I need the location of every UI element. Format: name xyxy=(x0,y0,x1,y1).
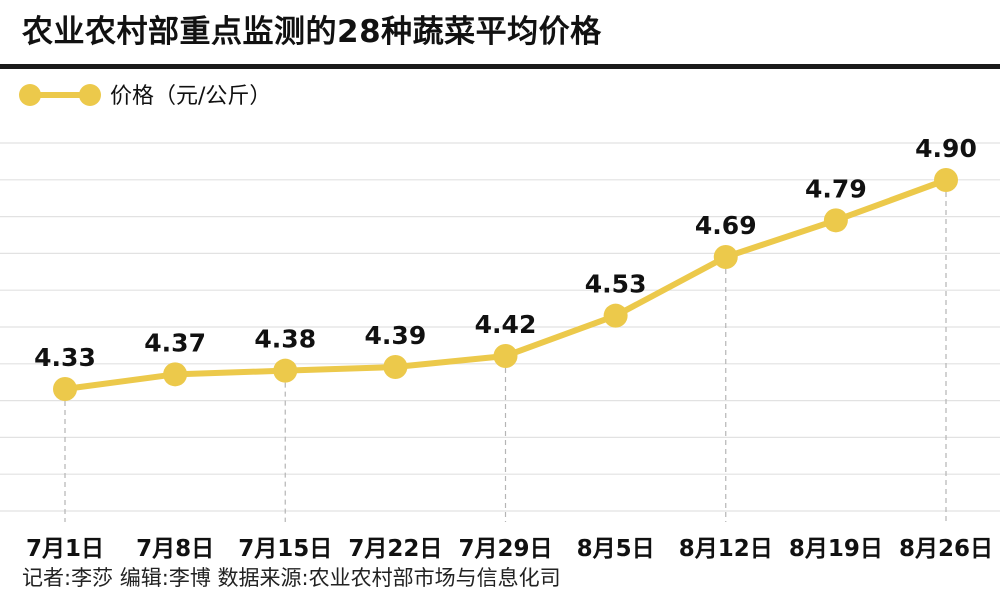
x-tick-label: 8月12日 xyxy=(679,536,773,562)
x-tick-label: 7月29日 xyxy=(458,536,552,562)
data-point xyxy=(603,303,628,328)
legend-label: 价格（元/公斤） xyxy=(110,84,271,109)
x-tick-label: 8月19日 xyxy=(789,536,883,562)
x-tick-label: 8月5日 xyxy=(577,536,655,562)
legend-dot-marker xyxy=(79,84,101,106)
page-title: 农业农村部重点监测的28种蔬菜平均价格 xyxy=(22,14,602,50)
chart-legend: 价格（元/公斤） xyxy=(19,84,271,109)
x-axis: 7月1日 7月8日 7月15日 7月22日 7月29日 8月5日 8月12日 8月19日 8月2… xyxy=(26,536,993,562)
x-tick-label: 7月15日 xyxy=(238,536,332,562)
data-label: 4.90 xyxy=(915,134,977,163)
chart-gridlines xyxy=(0,142,1000,512)
title-divider xyxy=(0,64,1000,69)
data-label: 4.38 xyxy=(254,325,316,354)
data-point xyxy=(273,358,298,383)
data-label: 4.33 xyxy=(34,343,96,372)
data-label: 4.69 xyxy=(695,211,757,240)
data-point xyxy=(53,377,77,401)
x-tick-label: 7月22日 xyxy=(348,536,442,562)
data-label: 4.53 xyxy=(585,270,647,299)
data-point xyxy=(163,362,188,387)
footer-credit: 记者:李莎 编辑:李博 数据来源:农业农村部市场与信息化司 xyxy=(22,566,561,590)
data-label: 4.39 xyxy=(365,321,427,350)
chart-series: 4.33 4.37 4.38 4.39 4.42 4.53 4.69 4.79 4.90 xyxy=(34,134,977,401)
x-tick-label: 7月1日 xyxy=(26,536,104,562)
x-tick-label: 8月26日 xyxy=(899,536,993,562)
data-label: 4.37 xyxy=(144,328,206,357)
data-label: 4.79 xyxy=(805,174,867,203)
x-tick-label: 7月8日 xyxy=(136,536,214,562)
data-point xyxy=(713,245,738,269)
data-point xyxy=(383,355,408,379)
data-label: 4.42 xyxy=(475,310,537,339)
chart-guide-lines xyxy=(64,192,947,522)
data-point xyxy=(493,344,518,368)
data-point xyxy=(823,208,848,233)
legend-dot-marker xyxy=(19,84,41,106)
data-point xyxy=(934,168,958,192)
